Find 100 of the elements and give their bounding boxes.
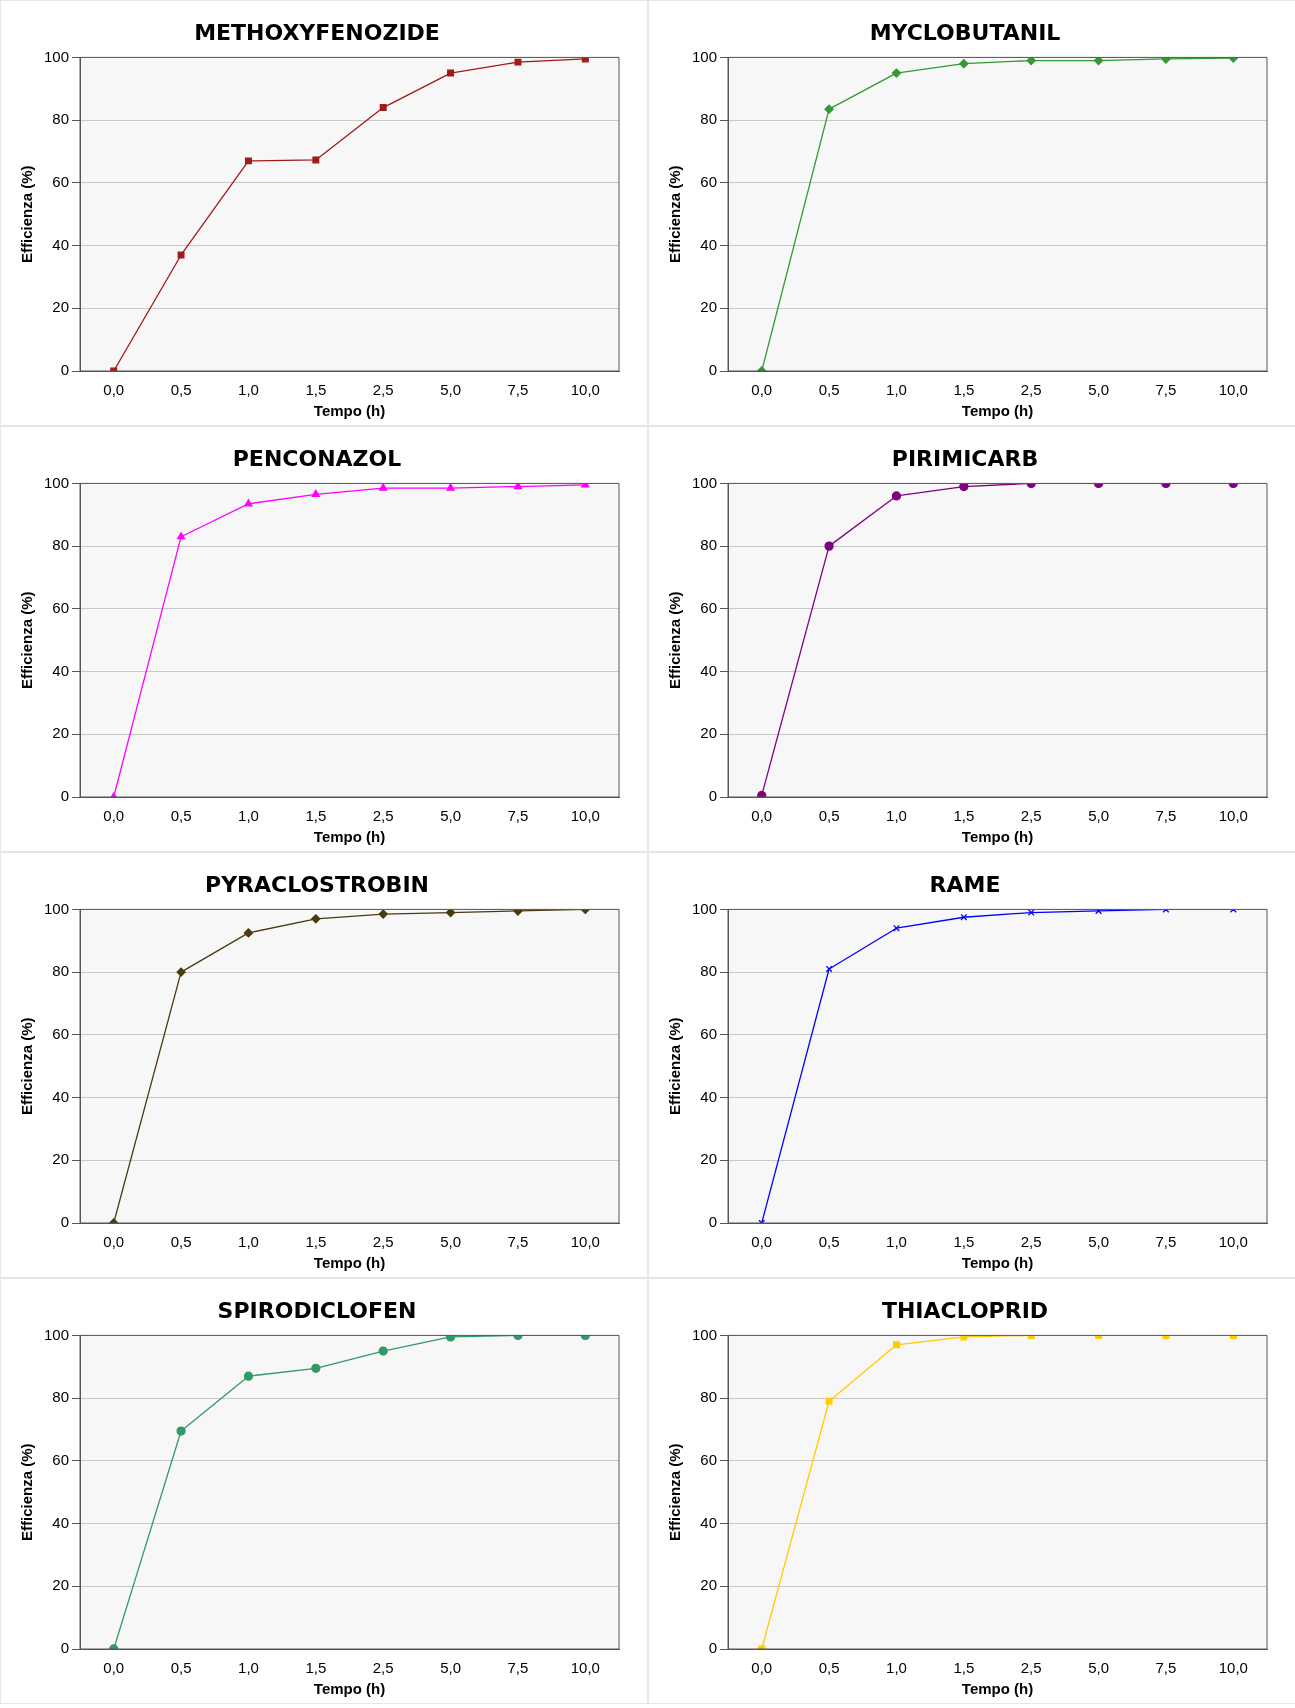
y-tick-label: 100 xyxy=(692,1325,718,1343)
x-tick-label: 2,5 xyxy=(1020,807,1042,825)
y-axis-title: Efficienza (%) xyxy=(666,591,684,689)
chart-title: PENCONAZOL xyxy=(232,445,402,471)
x-tick-label: 1,5 xyxy=(305,381,327,399)
y-tick-label: 40 xyxy=(52,235,70,253)
x-tick-label: 5,0 xyxy=(1088,381,1109,399)
x-tick-label: 7,5 xyxy=(507,807,529,825)
y-tick-label: 80 xyxy=(700,962,718,980)
chart-title: PYRACLOSTROBIN xyxy=(205,871,429,897)
y-tick-label: 100 xyxy=(44,899,70,917)
x-tick-label: 5,0 xyxy=(440,1659,461,1677)
y-tick-label: 0 xyxy=(60,361,70,379)
y-tick-label: 20 xyxy=(52,1576,70,1594)
x-tick-label: 5,0 xyxy=(440,381,461,399)
x-tick-label: 0,5 xyxy=(170,1233,192,1251)
y-tick-label: 100 xyxy=(44,473,70,491)
x-tick-label: 1,0 xyxy=(886,807,907,825)
x-tick-label: 7,5 xyxy=(507,381,529,399)
x-tick-label: 0,0 xyxy=(751,381,773,399)
x-tick-label: 0,5 xyxy=(818,1659,840,1677)
y-tick-label: 40 xyxy=(52,1513,70,1531)
x-tick-label: 2,5 xyxy=(372,1233,394,1251)
x-tick-label: 2,5 xyxy=(372,381,394,399)
x-tick-label: 1,5 xyxy=(305,807,327,825)
x-tick-label: 1,5 xyxy=(953,381,975,399)
x-tick-label: 1,0 xyxy=(238,381,259,399)
y-tick-label: 60 xyxy=(700,1024,718,1042)
x-tick-label: 1,0 xyxy=(886,381,907,399)
x-tick-label: 2,5 xyxy=(1020,381,1042,399)
y-tick-label: 80 xyxy=(700,1388,718,1406)
x-tick-label: 10,0 xyxy=(1218,381,1248,399)
x-tick-label: 1,5 xyxy=(953,1659,975,1677)
x-tick-label: 2,5 xyxy=(372,1659,394,1677)
x-tick-label: 7,5 xyxy=(507,1659,529,1677)
y-tick-label: 100 xyxy=(44,47,70,65)
x-tick-label: 7,5 xyxy=(1155,1233,1177,1251)
y-tick-label: 80 xyxy=(52,962,70,980)
y-tick-label: 60 xyxy=(52,598,70,616)
y-tick-label: 0 xyxy=(60,787,70,805)
y-tick-label: 100 xyxy=(692,473,718,491)
y-tick-label: 40 xyxy=(700,1087,718,1105)
y-tick-label: 40 xyxy=(52,661,70,679)
x-tick-label: 10,0 xyxy=(570,1659,600,1677)
x-tick-label: 10,0 xyxy=(570,1233,600,1251)
x-axis-title: Tempo (h) xyxy=(313,1254,386,1272)
x-tick-label: 1,5 xyxy=(305,1233,327,1251)
y-tick-label: 0 xyxy=(708,787,718,805)
y-tick-label: 80 xyxy=(52,1388,70,1406)
y-tick-label: 20 xyxy=(700,1576,718,1594)
x-tick-label: 5,0 xyxy=(1088,807,1109,825)
x-tick-label: 5,0 xyxy=(1088,1659,1109,1677)
chart-title: RAME xyxy=(929,871,1001,897)
x-tick-label: 1,0 xyxy=(886,1233,907,1251)
x-tick-label: 10,0 xyxy=(1218,807,1248,825)
y-tick-label: 20 xyxy=(700,1150,718,1168)
y-axis-title: Efficienza (%) xyxy=(666,1443,684,1541)
x-tick-label: 1,0 xyxy=(238,1659,259,1677)
x-axis-title: Tempo (h) xyxy=(961,1254,1034,1272)
y-tick-label: 20 xyxy=(700,724,718,742)
y-tick-label: 0 xyxy=(708,361,718,379)
chart-title: SPIRODICLOFEN xyxy=(217,1297,417,1323)
y-tick-label: 80 xyxy=(52,110,70,128)
y-tick-label: 40 xyxy=(700,1513,718,1531)
x-tick-label: 0,5 xyxy=(818,807,840,825)
x-tick-label: 5,0 xyxy=(1088,1233,1109,1251)
x-tick-label: 1,0 xyxy=(238,807,259,825)
x-tick-label: 10,0 xyxy=(570,381,600,399)
y-axis-title: Efficienza (%) xyxy=(18,165,36,263)
y-tick-label: 60 xyxy=(52,1450,70,1468)
chart-title: THIACLOPRID xyxy=(881,1297,1049,1323)
chart-title: PIRIMICARB xyxy=(891,445,1039,471)
x-tick-label: 0,0 xyxy=(103,1233,125,1251)
x-tick-label: 7,5 xyxy=(1155,381,1177,399)
y-tick-label: 20 xyxy=(52,298,70,316)
x-tick-label: 5,0 xyxy=(440,807,461,825)
y-tick-label: 60 xyxy=(52,172,70,190)
y-tick-label: 20 xyxy=(52,1150,70,1168)
x-tick-label: 0,0 xyxy=(751,807,773,825)
x-tick-label: 10,0 xyxy=(1218,1659,1248,1677)
y-tick-label: 60 xyxy=(700,172,718,190)
x-tick-label: 0,5 xyxy=(170,381,192,399)
x-axis-title: Tempo (h) xyxy=(313,1680,386,1698)
y-axis-title: Efficienza (%) xyxy=(18,591,36,689)
x-tick-label: 0,0 xyxy=(751,1659,773,1677)
y-tick-label: 60 xyxy=(700,1450,718,1468)
x-tick-label: 0,0 xyxy=(103,381,125,399)
y-tick-label: 0 xyxy=(60,1213,70,1231)
y-tick-label: 20 xyxy=(52,724,70,742)
x-axis-title: Tempo (h) xyxy=(961,828,1034,846)
y-tick-label: 100 xyxy=(44,1325,70,1343)
x-tick-label: 7,5 xyxy=(507,1233,529,1251)
y-tick-label: 0 xyxy=(60,1639,70,1657)
x-tick-label: 0,0 xyxy=(103,1659,125,1677)
y-tick-label: 80 xyxy=(700,110,718,128)
x-tick-label: 7,5 xyxy=(1155,1659,1177,1677)
y-tick-label: 20 xyxy=(700,298,718,316)
y-tick-label: 40 xyxy=(700,661,718,679)
chart-title: METHOXYFENOZIDE xyxy=(194,19,440,45)
chart-title: MYCLOBUTANIL xyxy=(869,19,1061,45)
